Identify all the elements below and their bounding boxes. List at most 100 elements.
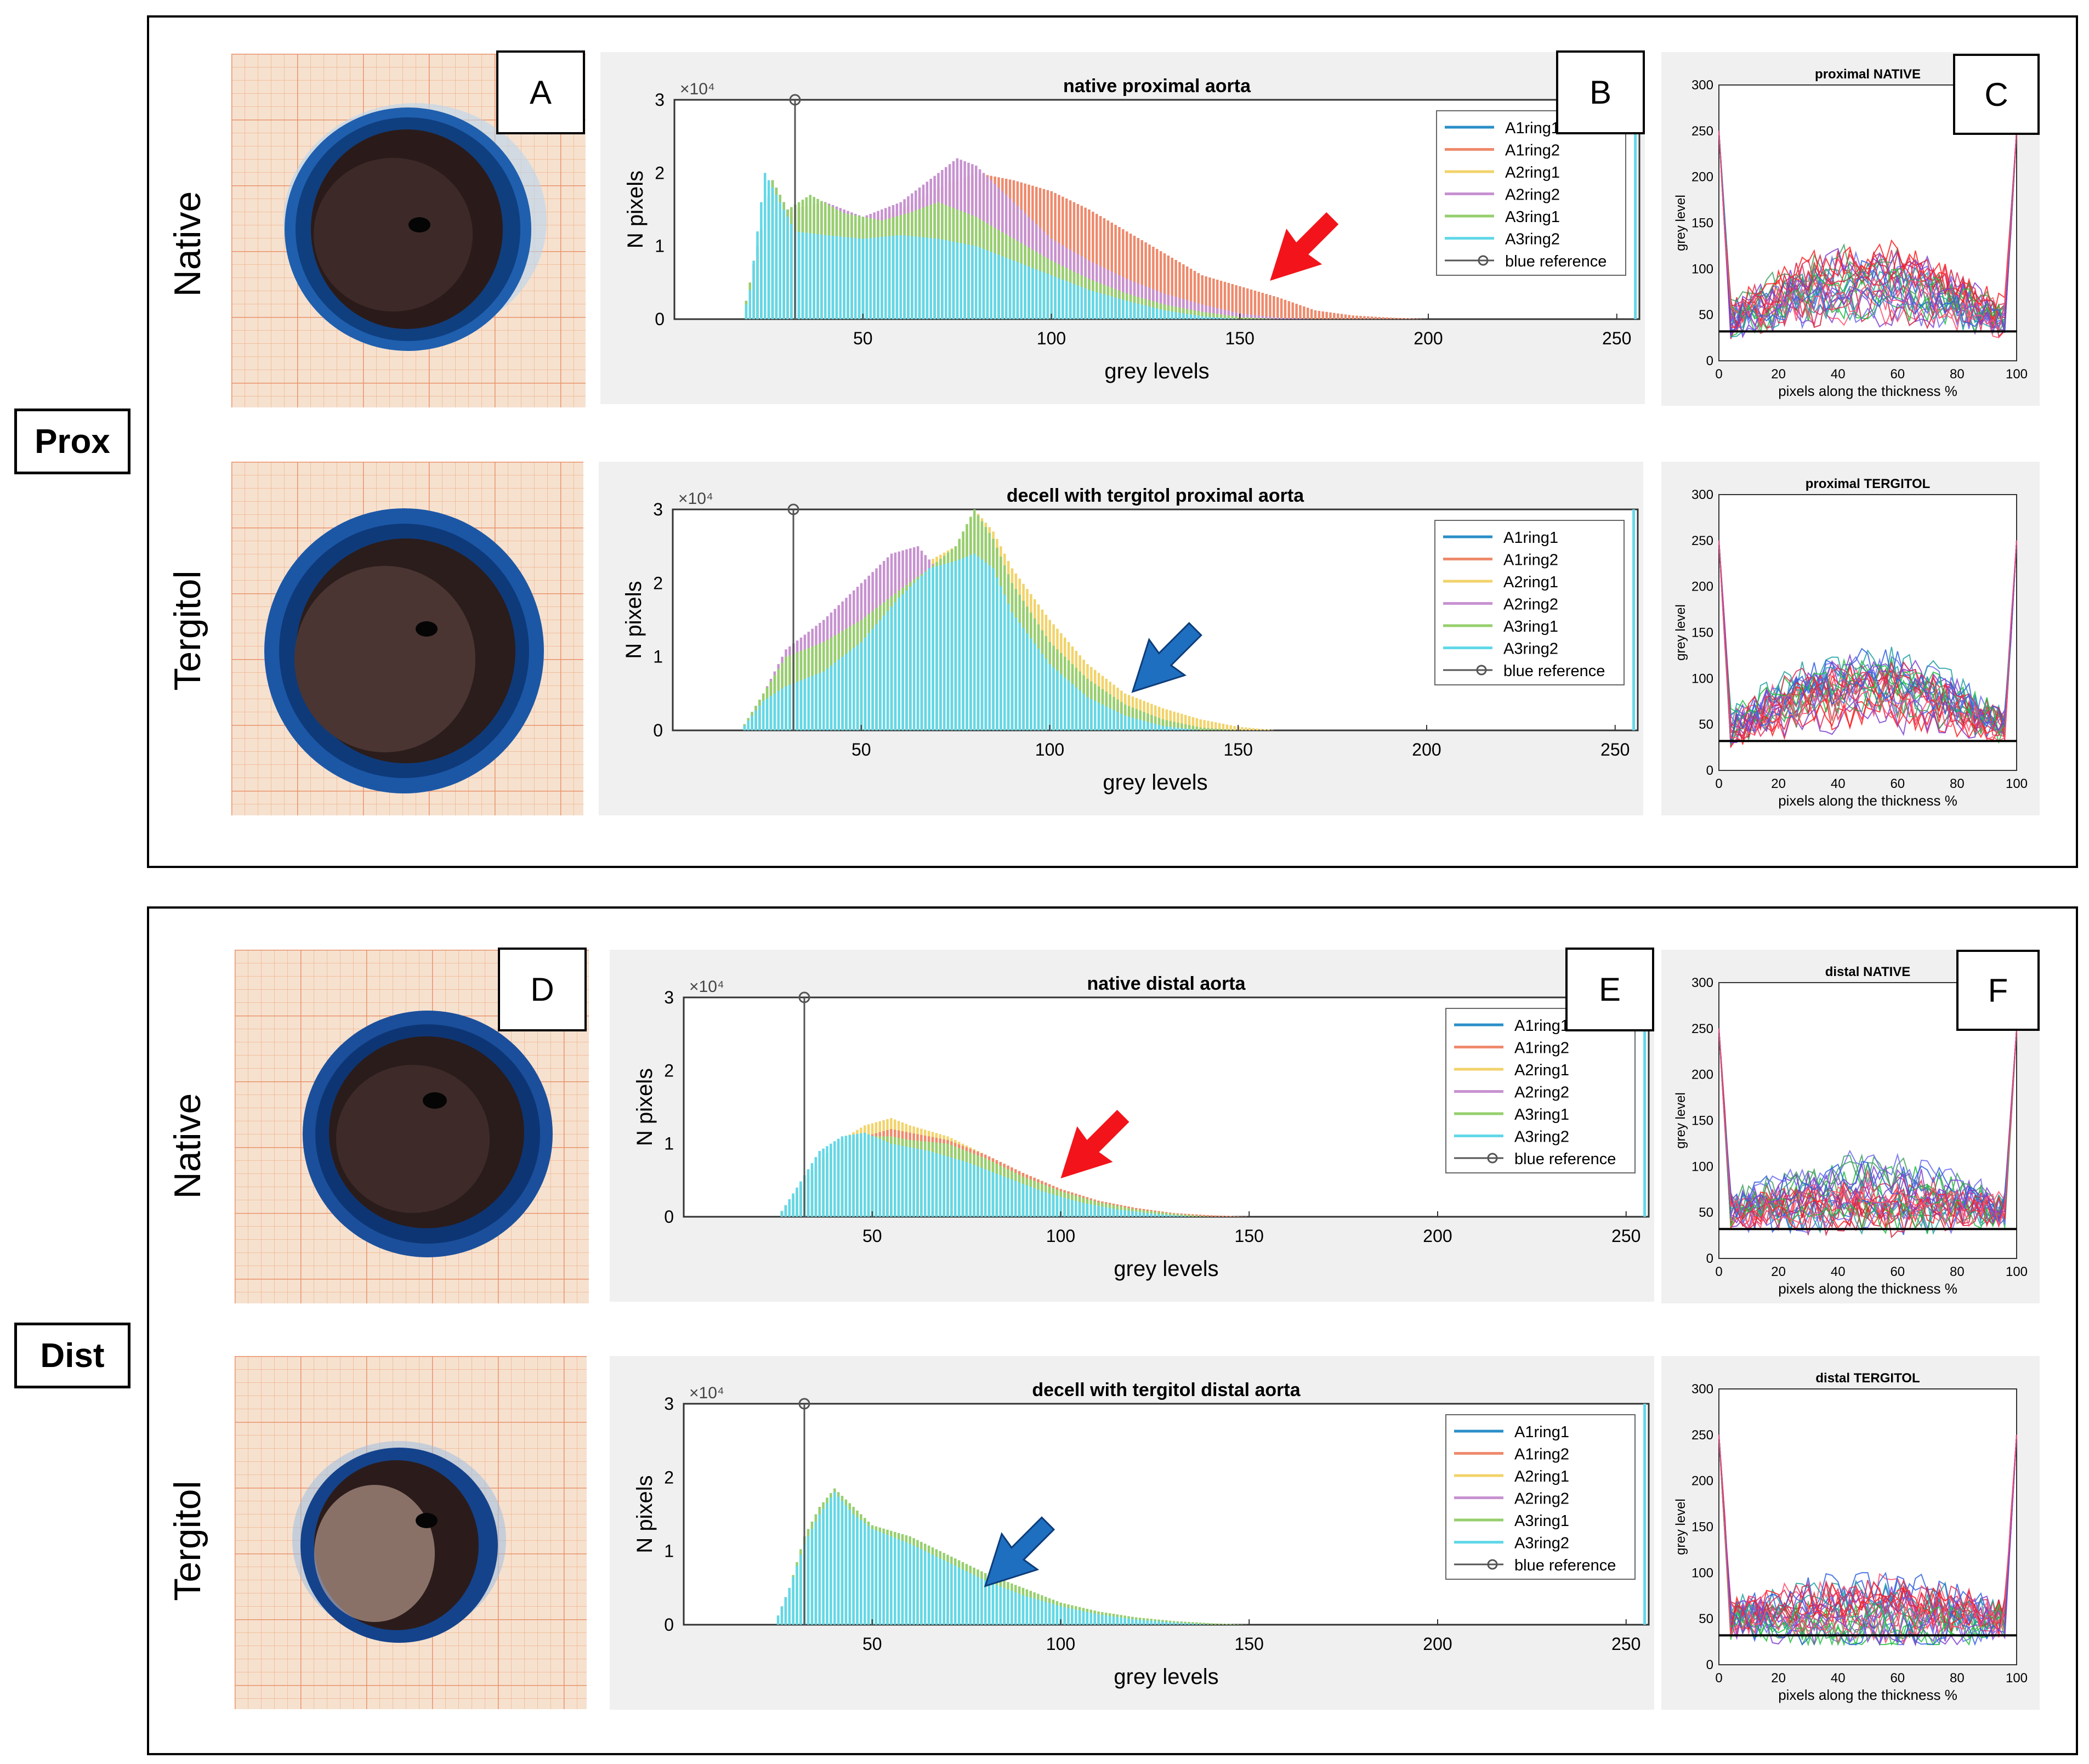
profile-line [1718,540,2017,744]
bar-A3ring2 [1056,671,1059,730]
bar-A3ring2 [1176,1215,1179,1217]
y-axis-label: grey level [1673,195,1688,251]
bar-A3ring2 [987,1582,991,1625]
bar-A3ring2 [1157,1214,1160,1217]
bar-A3ring2 [1048,1603,1051,1625]
x-tick-label: 200 [1423,1634,1452,1654]
bar-A3ring2 [1048,664,1051,730]
profile-line [1718,1028,2017,1230]
dist-label: Dist [14,1323,130,1388]
bar-A1ring2 [1227,283,1230,319]
bar-A3ring1 [1208,313,1211,319]
bar-A2ring1 [1177,712,1179,730]
bar-A3ring2 [1180,1623,1183,1625]
x-tick-label: 0 [1715,776,1722,791]
bar-A1ring2 [1370,316,1373,319]
bar-A3ring1 [1180,723,1183,730]
bar-A1ring2 [1197,273,1200,319]
bar-A1ring2 [1397,317,1400,319]
bar-A3ring2 [1082,1203,1085,1217]
bar-A3ring1 [1211,728,1213,730]
bar-A2ring2 [1269,316,1271,319]
bar-A3ring2 [999,1175,1002,1217]
x-tick-label: 100 [1046,1226,1075,1246]
bar-A3ring1 [1195,1622,1198,1625]
bar-A3ring2 [1152,307,1155,319]
legend-entry: A1ring1 [1514,1423,1569,1441]
bar-A3ring1 [1225,1624,1228,1625]
bar-A2ring1 [1207,721,1210,730]
legend-entry: A1ring1 [1505,120,1560,137]
bar-A3ring2 [1138,1212,1142,1217]
bar-A3ring2 [1097,1614,1100,1625]
bar-A3ring2 [1063,1198,1066,1217]
profile-line [1718,131,2017,333]
bar-A1ring2 [1393,317,1396,319]
bar-A3ring2 [1116,1616,1119,1625]
bar-A3ring1 [1207,728,1210,730]
bar-A3ring2 [1024,265,1026,319]
legend-marker [1478,255,1489,266]
bar-A3ring2 [1086,1204,1089,1217]
bar-A2ring1 [1169,710,1172,730]
bar-A3ring1 [1188,1215,1190,1217]
y-tick-label: 150 [1691,1520,1713,1535]
bar-A3ring2 [957,1567,961,1625]
bar-A3ring2 [1171,311,1173,319]
bar-A3ring2 [1201,316,1204,319]
bar-A3ring2 [969,1573,972,1625]
bar-A3ring2 [1033,1188,1036,1217]
bar-A3ring2 [871,1136,874,1217]
bar-A3ring2 [1140,304,1143,319]
bar-A3ring2 [915,236,917,319]
bar-A3ring2 [1059,1196,1062,1217]
bar-A1ring2 [1242,287,1245,319]
bar-A3ring2 [1150,1620,1153,1625]
legend: A1ring1 A1ring2 A2ring1 A2ring2 A3ring1 A3rin… [1436,110,1626,276]
bar-A2ring1 [1165,709,1168,730]
bar-A3ring2 [1195,1624,1198,1625]
x-axis-label: pixels along the thickness % [1778,383,1957,399]
bar-A3ring2 [833,1141,836,1217]
bar-A2ring1 [1241,727,1244,730]
bar-A1ring2 [1225,1216,1228,1217]
x-tick-label: 80 [1950,1264,1965,1279]
bar-A3ring2 [969,1163,972,1217]
panel-label-d: D [498,948,587,1031]
bar-A3ring2 [1063,1607,1066,1625]
bar-A3ring2 [1150,1213,1153,1217]
bar-A2ring1 [1252,728,1255,730]
bar-A3ring2 [756,231,759,319]
x-tick-label: 50 [853,328,873,348]
bar-A3ring2 [892,236,895,319]
series-A3ring2 [743,553,1199,730]
bar-A3ring2 [894,1144,896,1217]
bar-A3ring2 [937,239,940,319]
y-axis-label: grey level [1673,1092,1688,1149]
bar-A3ring2 [865,238,868,319]
bar-A3ring1 [1212,313,1215,319]
bar-A2ring2 [1276,317,1279,319]
bar-A1ring2 [1233,1216,1236,1217]
bar-A1ring2 [1303,306,1305,319]
bar-A3ring2 [856,1133,859,1217]
prox-label: Prox [14,409,130,474]
bar-A3ring1 [1201,311,1204,319]
bar-A3ring2 [762,701,765,730]
bar-A1ring2 [1178,262,1181,319]
bar-A1ring2 [1257,292,1261,319]
bar-A3ring2 [1142,1620,1145,1625]
y-tick-label: 300 [1691,975,1713,990]
bar-A3ring2 [1078,690,1081,730]
bar-A3ring1 [1253,317,1257,319]
bar-A3ring2 [1135,1619,1138,1625]
bar-A1ring2 [1269,295,1271,319]
edge-bar-255 [1634,100,1637,319]
bar-A3ring2 [822,1508,825,1625]
bar-A3ring1 [1222,1624,1224,1625]
bar-A3ring2 [1011,612,1014,730]
bar-A1ring2 [1276,297,1279,319]
bar-A3ring1 [1202,1623,1206,1625]
bar-A3ring2 [1112,1616,1115,1625]
bar-A3ring2 [1052,1194,1055,1217]
